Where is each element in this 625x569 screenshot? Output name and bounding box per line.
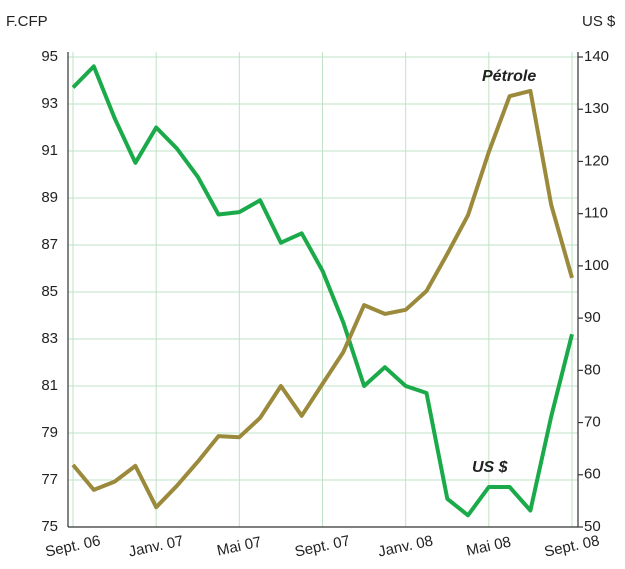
x-tick-label: Sept. 06 <box>44 532 102 560</box>
line-series <box>71 88 574 510</box>
y2-tick-label: 110 <box>584 205 608 222</box>
y-tick-label: 91 <box>41 142 58 159</box>
series-label: Pétrole <box>482 68 536 85</box>
y2-tick-label: 50 <box>584 518 601 535</box>
y-tick-label: 93 <box>41 95 58 112</box>
y2-axis-label: US $ <box>582 13 616 30</box>
y-axis-label: F.CFP <box>6 13 48 30</box>
y2-tick-label: 70 <box>584 414 601 431</box>
y-tick-label: 77 <box>41 471 58 488</box>
y-tick-label: 81 <box>41 377 58 394</box>
y2-tick-label: 140 <box>584 48 609 65</box>
y2-tick-label: 90 <box>584 309 601 326</box>
line-series <box>71 64 574 518</box>
y-tick-label: 89 <box>41 189 58 206</box>
y2-tick-label: 80 <box>584 361 601 378</box>
y2-tick-label: 120 <box>584 152 609 169</box>
x-tick-label: Janv. 08 <box>377 532 435 560</box>
x-tick-label: Mai 07 <box>215 533 263 559</box>
y2-tick-label: 100 <box>584 257 609 274</box>
x-tick-label: Janv. 07 <box>127 532 185 560</box>
x-tick-label: Sept. 08 <box>543 532 601 560</box>
y-tick-label: 85 <box>41 283 58 300</box>
x-tick-label: Mai 08 <box>465 533 513 559</box>
y2-tick-label: 130 <box>584 100 609 117</box>
y-tick-label: 83 <box>41 330 58 347</box>
series-label: US $ <box>472 459 509 476</box>
y-tick-label: 79 <box>41 424 58 441</box>
y-tick-label: 75 <box>41 518 58 535</box>
y2-tick-label: 60 <box>584 466 601 483</box>
y-tick-label: 95 <box>41 48 58 65</box>
x-tick-label: Sept. 07 <box>293 532 351 560</box>
y-tick-label: 87 <box>41 236 58 253</box>
